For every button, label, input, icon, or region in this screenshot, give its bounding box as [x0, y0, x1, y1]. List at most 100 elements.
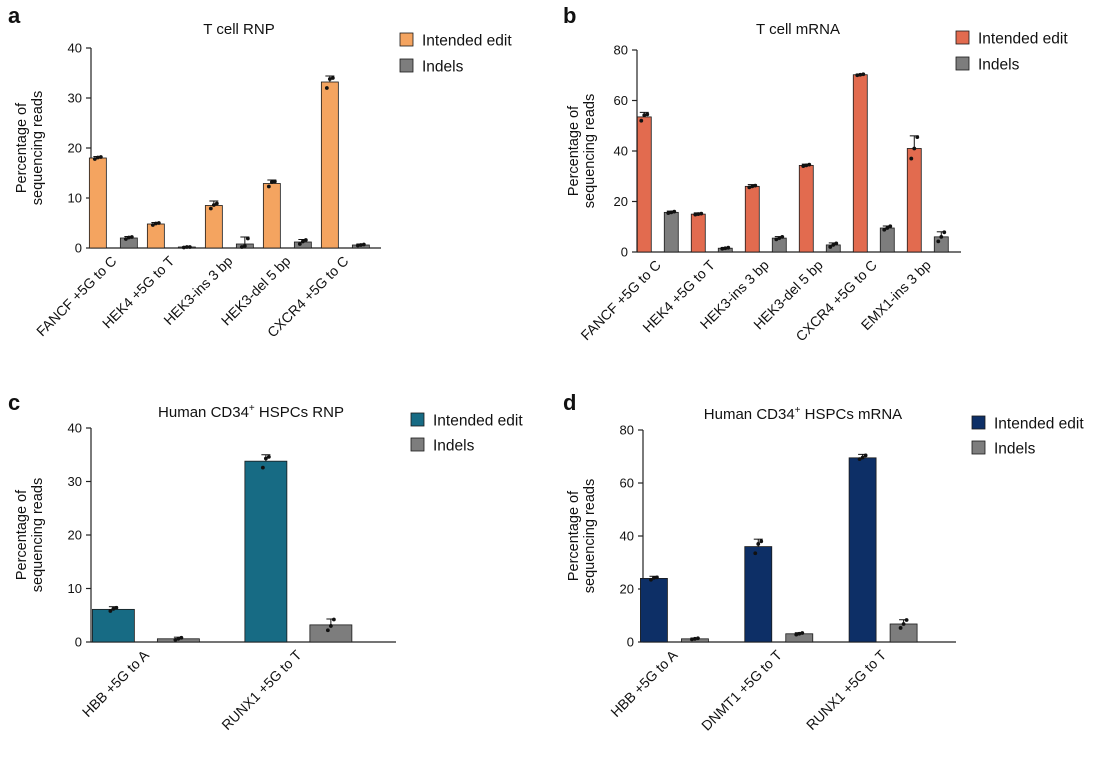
y-tick-label-d: 20: [620, 582, 634, 597]
y-axis-label-line: sequencing reads: [30, 91, 46, 205]
y-tick-label-c: 20: [68, 528, 82, 543]
data-point-a: [214, 201, 219, 206]
data-point-b: [780, 234, 785, 239]
data-point-b: [936, 239, 941, 244]
y-tick-label-d: 0: [627, 635, 634, 650]
legend-label-c-intended-edit: Intended edit: [433, 413, 523, 430]
y-tick-label-d: 60: [620, 476, 634, 491]
chart-title-a: T cell RNP: [203, 21, 274, 38]
legend-label-b-indels: Indels: [978, 57, 1020, 74]
data-point-b: [669, 210, 674, 215]
chart-title-b: T cell mRNA: [756, 21, 840, 38]
data-point-b: [882, 227, 887, 232]
data-point-b: [855, 73, 860, 78]
data-point-b: [831, 243, 836, 247]
data-point-b: [666, 211, 671, 216]
bar-b-intended-edit: [852, 74, 868, 253]
data-point-b: [807, 162, 812, 167]
y-axis-label-line: sequencing reads: [582, 479, 598, 593]
data-point-a: [239, 245, 244, 249]
y-tick-label-b: 0: [621, 245, 628, 260]
data-point-b: [645, 112, 650, 117]
data-point-c: [173, 637, 178, 642]
data-point-b: [909, 156, 914, 161]
data-point-b: [723, 246, 728, 251]
bar-d-intended-edit: [848, 457, 877, 643]
bar-a-intended-edit: [88, 157, 107, 249]
bar-c-intended-edit: [244, 460, 288, 643]
data-point-d: [756, 542, 761, 546]
chart-title-superscript: +: [795, 405, 801, 416]
legend-swatch-c-intended-edit: [410, 412, 425, 427]
data-point-b: [639, 118, 644, 123]
data-point-b: [828, 245, 833, 249]
data-point-a: [361, 242, 366, 247]
panel-d-bar-chart: d Human CD34+ HSPCs mRNA Percentage ofsequ…: [563, 390, 1084, 734]
data-point-a: [272, 179, 277, 184]
y-tick-label-b: 60: [614, 93, 628, 108]
data-point-a: [269, 180, 274, 184]
bar-b-intended-edit: [798, 164, 814, 253]
bar-b-intended-edit: [690, 213, 706, 253]
chart-title-text: T cell RNP: [203, 21, 274, 38]
data-point-a: [242, 244, 247, 248]
legend-swatch-d-indels: [971, 440, 986, 455]
chart-title-text-rest: HSPCs RNP: [255, 404, 344, 421]
data-point-d: [863, 453, 868, 458]
data-point-b: [888, 224, 893, 229]
legend-swatch-d-intended-edit: [971, 415, 986, 430]
bar-a-intended-edit: [204, 205, 223, 249]
data-point-a: [187, 245, 192, 249]
data-point-b: [774, 237, 779, 242]
data-point-a: [297, 242, 302, 246]
bar-b-indels: [933, 236, 949, 253]
chart-title-c: Human CD34+ HSPCs RNP: [158, 403, 344, 421]
data-point-a: [92, 157, 97, 161]
bar-d-intended-edit: [640, 578, 668, 643]
data-point-a: [129, 235, 134, 239]
bar-b-indels: [663, 211, 679, 253]
data-point-b: [939, 234, 944, 239]
bar-a-indels: [119, 237, 138, 249]
y-axis-label-b: Percentage ofsequencing reads: [566, 94, 598, 208]
data-point-b: [726, 245, 731, 250]
data-point-d: [753, 551, 758, 556]
legend-swatch-a-indels: [399, 58, 414, 73]
y-tick-label-a: 0: [75, 241, 82, 256]
y-tick-label-c: 10: [68, 581, 82, 596]
y-axis-label-line: Percentage of: [14, 489, 30, 580]
data-point-a: [181, 245, 186, 250]
panel-letter-a: a: [8, 3, 21, 28]
data-point-b: [942, 230, 947, 235]
bar-a-intended-edit: [320, 81, 339, 249]
bar-d-indels: [889, 623, 918, 643]
y-tick-label-b: 40: [614, 144, 628, 159]
y-axis-label-line: sequencing reads: [30, 478, 46, 592]
data-point-a: [150, 223, 155, 227]
bar-b-intended-edit: [636, 116, 652, 253]
data-point-d: [901, 622, 906, 626]
y-axis-label-a: Percentage ofsequencing reads: [14, 91, 46, 205]
y-tick-label-d: 40: [620, 529, 634, 544]
category-label-c: HBB +5G to A: [79, 646, 153, 720]
category-label-d: DNMT1 +5G to T: [698, 646, 785, 733]
data-point-b: [834, 241, 839, 246]
legend-swatch-b-intended-edit: [955, 30, 970, 45]
y-tick-label-a: 20: [68, 141, 82, 156]
data-point-d: [800, 631, 805, 635]
data-point-a: [358, 243, 363, 247]
legend-swatch-c-indels: [410, 437, 425, 452]
data-point-c: [328, 624, 333, 628]
data-point-d: [696, 636, 700, 641]
data-point-a: [211, 203, 216, 207]
data-point-b: [699, 211, 704, 216]
y-axis-label-d: Percentage ofsequencing reads: [566, 479, 598, 593]
data-point-c: [176, 636, 181, 641]
panel-a-bar-chart: a T cell RNP Percentage ofsequencing reads…: [8, 3, 512, 340]
y-tick-label-c: 0: [75, 635, 82, 650]
data-point-a: [95, 155, 100, 160]
data-point-d: [860, 455, 865, 460]
data-point-d: [655, 575, 659, 580]
legend-label-b-intended-edit: Intended edit: [978, 31, 1068, 48]
